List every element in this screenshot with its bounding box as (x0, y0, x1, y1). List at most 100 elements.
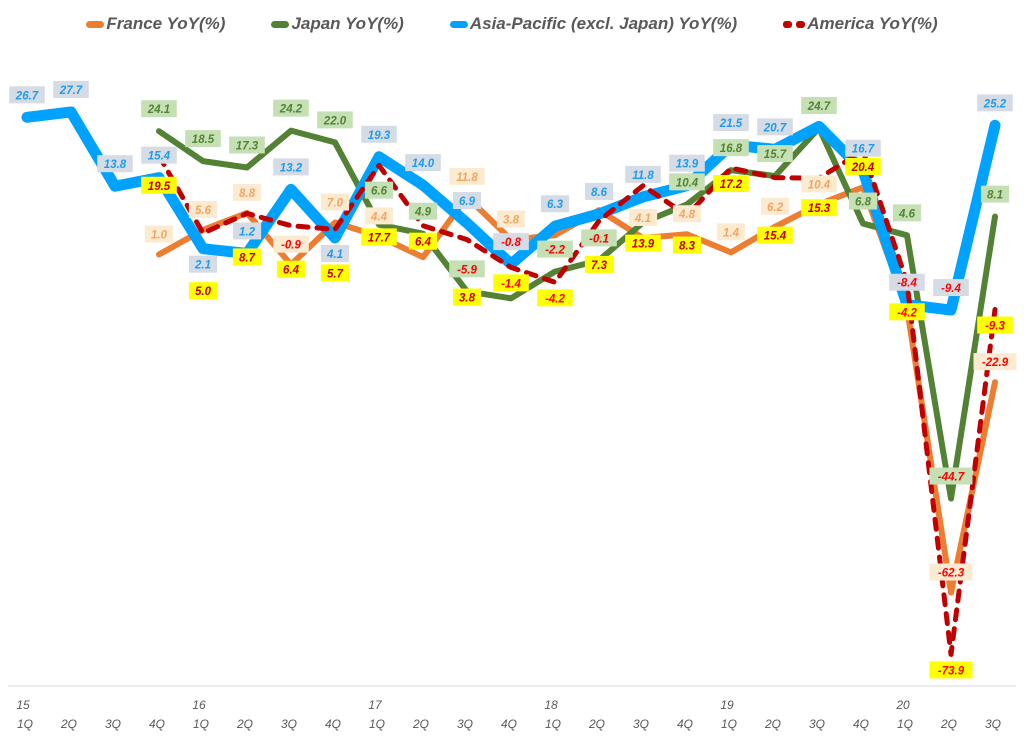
data-label-box (493, 233, 529, 251)
data-label-text: 22.0 (323, 115, 347, 127)
x-tick-quarter: 4Q (853, 717, 869, 731)
legend-item: Japan YoY(%) (271, 14, 404, 34)
data-label-text: 17.2 (720, 179, 743, 191)
data-label: 14.0 (405, 154, 441, 172)
data-label-box (141, 146, 177, 164)
data-label: 17.3 (229, 136, 265, 154)
data-label-text: 10.4 (676, 177, 699, 189)
x-tick-quarter: 4Q (325, 717, 341, 731)
data-label-box (273, 99, 309, 117)
data-label: -44.7 (929, 467, 973, 485)
data-label-text: 5.0 (195, 286, 212, 298)
data-label: 11.8 (449, 167, 485, 185)
data-label-box (760, 197, 790, 215)
x-tick-quarter: 1Q (721, 717, 737, 731)
data-label-box (452, 192, 482, 210)
data-label-box (320, 244, 350, 262)
data-label-box (757, 145, 793, 163)
data-label-box (364, 207, 394, 225)
data-label-box (625, 165, 661, 183)
data-label-box (889, 273, 925, 291)
data-label-box (364, 181, 394, 199)
x-tick-quarter: 4Q (677, 717, 693, 731)
data-label: 8.1 (980, 185, 1010, 203)
data-label: 6.2 (760, 197, 790, 215)
legend-swatch (271, 20, 290, 28)
data-label-box (892, 204, 922, 222)
data-label-box (188, 255, 218, 273)
data-label-box (188, 282, 218, 300)
data-label-text: 14.0 (412, 158, 435, 170)
data-label-text: 15.7 (764, 149, 787, 161)
data-label: 24.7 (801, 96, 837, 114)
data-label-box (584, 182, 614, 200)
data-label: 1.4 (716, 223, 746, 241)
data-label-text: -44.7 (938, 472, 965, 484)
data-label-box (53, 80, 89, 98)
data-label: 16.8 (713, 139, 749, 157)
x-tick-year: 19 (720, 698, 734, 712)
data-label: 10.4 (801, 175, 837, 193)
x-tick-quarter: 3Q (809, 717, 825, 731)
data-label-box (141, 176, 177, 194)
data-label: -73.9 (929, 661, 973, 679)
data-label-box (669, 154, 705, 172)
x-tick-quarter: 3Q (985, 717, 1001, 731)
data-label-text: 8.8 (239, 188, 256, 200)
data-label: 15.4 (141, 146, 177, 164)
data-label-text: 4.4 (370, 211, 388, 223)
data-label: 3.8 (496, 210, 526, 228)
data-label-text: 2.1 (194, 260, 211, 272)
data-label: 3.8 (452, 288, 482, 306)
data-label: -9.4 (933, 279, 969, 297)
data-label-box (232, 222, 262, 240)
data-label-box (496, 210, 526, 228)
data-label: 2.1 (188, 255, 218, 273)
data-label: 6.4 (408, 232, 438, 250)
data-label-text: 8.7 (239, 252, 256, 264)
data-label-text: 11.8 (632, 170, 654, 182)
data-label: 20.7 (757, 118, 793, 136)
x-tick-quarter: 2Q (588, 717, 605, 731)
data-label: 5.6 (188, 200, 218, 218)
data-label-text: 1.4 (723, 227, 740, 239)
data-label-text: 1.2 (239, 226, 256, 238)
data-label-text: 10.4 (808, 179, 831, 191)
data-label: -9.3 (977, 316, 1013, 334)
data-label: -4.2 (889, 303, 925, 321)
data-label: 6.3 (540, 195, 570, 213)
data-label: 4.6 (892, 204, 922, 222)
legend-label: Japan YoY(%) (291, 14, 404, 33)
data-label: 8.3 (672, 236, 702, 254)
x-tick-quarter: 2Q (60, 717, 77, 731)
data-label: 6.8 (848, 192, 878, 210)
data-label: 13.9 (669, 154, 705, 172)
data-label-text: 21.5 (719, 118, 743, 130)
data-label: 7.0 (320, 193, 350, 211)
data-label-text: 15.3 (808, 203, 831, 215)
data-label-box (540, 195, 570, 213)
data-label-text: 5.6 (195, 205, 212, 217)
x-tick-year: 20 (895, 698, 910, 712)
data-label-box (757, 226, 793, 244)
data-label-text: 4.6 (898, 208, 916, 220)
data-label: -4.2 (537, 289, 573, 307)
data-label-text: 8.6 (591, 187, 608, 199)
data-label-box (408, 202, 438, 220)
data-label-box (9, 86, 45, 104)
series-line (156, 148, 998, 657)
data-label-box (929, 563, 973, 581)
data-label: 27.7 (53, 80, 89, 98)
data-label-box (848, 192, 878, 210)
data-label-box (845, 139, 881, 157)
data-label: 22.0 (317, 111, 353, 129)
data-label-box (320, 193, 350, 211)
data-label-box (361, 228, 397, 246)
data-label-box (625, 234, 661, 252)
data-label-box (980, 185, 1010, 203)
data-label-box (929, 661, 973, 679)
data-label: 24.1 (141, 100, 177, 118)
data-label: 1.2 (232, 222, 262, 240)
data-label-text: 24.2 (279, 104, 303, 116)
data-label-box (672, 205, 702, 223)
